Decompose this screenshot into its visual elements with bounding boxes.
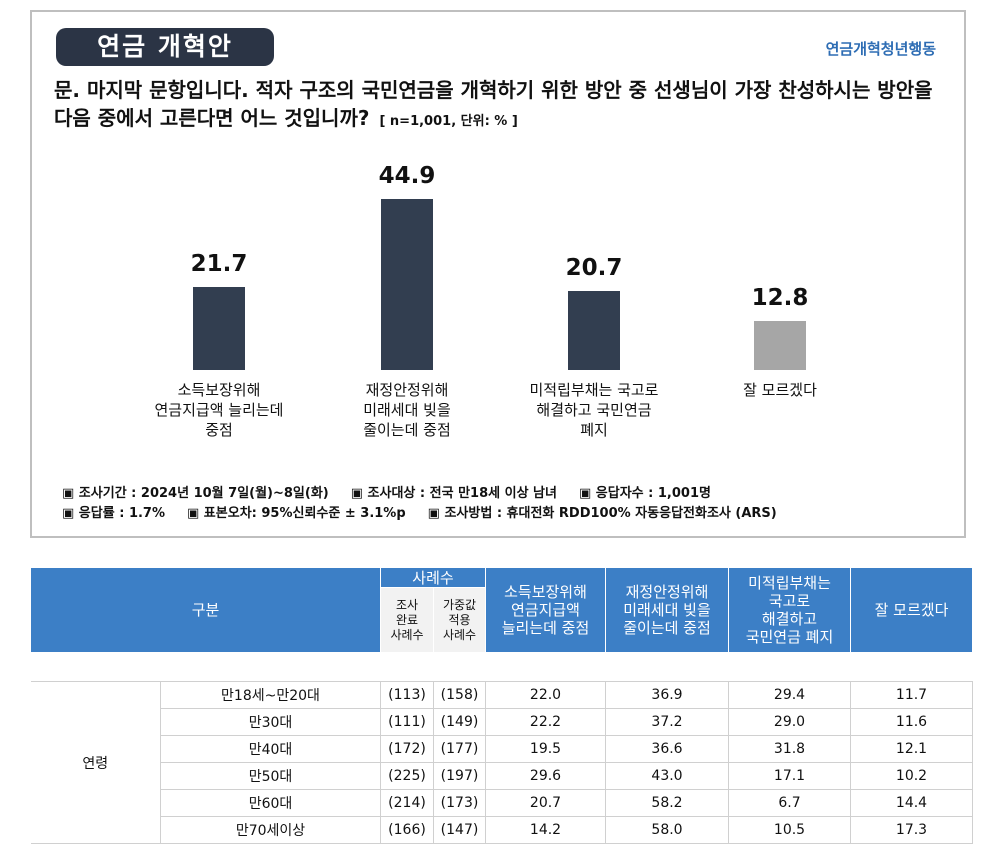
cell-value: 36.6: [605, 735, 729, 763]
done-cases: (111): [380, 708, 434, 736]
cell-value: 14.2: [485, 816, 606, 844]
header-col-1: 소득보장위해 연금지급액 늘리는데 중점: [485, 567, 606, 653]
done-cases: (214): [380, 789, 434, 817]
done-cases: (225): [380, 762, 434, 790]
page-title: 연금 개혁안: [56, 28, 274, 66]
weighted-cases: (177): [433, 735, 486, 763]
cell-value: 11.7: [850, 681, 973, 709]
cell-value: 58.0: [605, 816, 729, 844]
row-label: 만60대: [160, 789, 381, 817]
done-cases: (172): [380, 735, 434, 763]
note-method: ▣ 조사방법 : 휴대전화 RDD100% 자동응답전화조사 (ARS): [427, 506, 777, 521]
bar: [381, 198, 433, 370]
data-label: 44.9: [378, 162, 436, 189]
cell-value: 29.6: [485, 762, 606, 790]
header-done-cases: 조사 완료 사례수: [380, 587, 434, 653]
cell-value: 6.7: [728, 789, 851, 817]
header-cases: 사례수: [380, 567, 486, 588]
cell-value: 12.1: [850, 735, 973, 763]
weighted-cases: (147): [433, 816, 486, 844]
section-label: 연령: [30, 681, 161, 844]
cell-value: 17.1: [728, 762, 851, 790]
note-period: ▣ 조사기간 : 2024년 10월 7일(월)~8일(화): [62, 486, 329, 501]
cell-value: 11.6: [850, 708, 973, 736]
cell-value: 36.9: [605, 681, 729, 709]
bar-chart: 21.7 소득보장위해 연금지급액 늘리는데 중점 44.9 재정안정위해 미래세대 …: [32, 12, 968, 540]
cell-value: 22.0: [485, 681, 606, 709]
note-response-rate: ▣ 응답률 : 1.7%: [62, 506, 165, 521]
cell-value: 29.4: [728, 681, 851, 709]
question-text: 문. 마지막 문항입니다. 적자 구조의 국민연금을 개혁하기 위한 방안 중 …: [54, 76, 954, 136]
category-label: 소득보장위해 연금지급액 늘리는데 중점: [154, 381, 284, 439]
row-label: 만18세~만20대: [160, 681, 381, 709]
weighted-cases: (149): [433, 708, 486, 736]
row-label: 만40대: [160, 735, 381, 763]
done-cases: (166): [380, 816, 434, 844]
chart-panel: 연금 개혁안 연금개혁청년행동 문. 마지막 문항입니다. 적자 구조의 국민연…: [30, 10, 966, 538]
weighted-cases: (197): [433, 762, 486, 790]
cell-value: 10.2: [850, 762, 973, 790]
header-col-3: 미적립부채는 국고로 해결하고 국민연금 폐지: [728, 567, 851, 653]
weighted-cases: (173): [433, 789, 486, 817]
cell-value: 17.3: [850, 816, 973, 844]
cell-value: 20.7: [485, 789, 606, 817]
table-row: 만30대 (111) (149) 22.2 37.2 29.0 11.6: [31, 708, 973, 736]
table-row: 만60대 (214) (173) 20.7 58.2 6.7 14.4: [31, 789, 973, 817]
note-error: ▣ 표본오차: 95%신뢰수준 ± 3.1%p: [187, 506, 406, 521]
question: 문. 마지막 문항입니다. 적자 구조의 국민연금을 개혁하기 위한 방안 중 …: [54, 78, 933, 130]
cell-value: 43.0: [605, 762, 729, 790]
table-row: 만70세이상 (166) (147) 14.2 58.0 10.5 17.3: [31, 816, 973, 844]
cell-value: 58.2: [605, 789, 729, 817]
crosstab-table: 구분 사례수 소득보장위해 연금지급액 늘리는데 중점 재정안정위해 미래세대 …: [30, 567, 973, 844]
data-label: 21.7: [190, 251, 248, 278]
header-col-4: 잘 모르겠다: [850, 567, 973, 653]
cell-value: 31.8: [728, 735, 851, 763]
data-label: 20.7: [565, 255, 623, 282]
bar: [193, 287, 245, 370]
cell-value: 14.4: [850, 789, 973, 817]
row-label: 만30대: [160, 708, 381, 736]
cell-value: 19.5: [485, 735, 606, 763]
cell-value: 37.2: [605, 708, 729, 736]
row-label: 만70세이상: [160, 816, 381, 844]
organization-name: 연금개혁청년행동: [825, 40, 936, 58]
table-row: 만50대 (225) (197) 29.6 43.0 17.1 10.2: [31, 762, 973, 790]
bar: [568, 291, 620, 370]
cell-value: 29.0: [728, 708, 851, 736]
survey-notes: ▣ 조사기간 : 2024년 10월 7일(월)~8일(화) ▣ 조사대상 : 전…: [62, 484, 799, 524]
row-label: 만50대: [160, 762, 381, 790]
table-row: 만40대 (172) (177) 19.5 36.6 31.8 12.1: [31, 735, 973, 763]
table-row: 연령 만18세~만20대 (113) (158) 22.0 36.9 29.4 11.7: [30, 681, 973, 844]
category-label: 잘 모르겠다: [743, 381, 817, 399]
bar: [754, 321, 806, 370]
header-col-2: 재정안정위해 미래세대 빚을 줄이는데 중점: [605, 567, 729, 653]
weighted-cases: (158): [433, 681, 486, 709]
header-group: 구분: [30, 567, 381, 653]
category-label: 미적립부채는 국고로 해결하고 국민연금 폐지: [529, 381, 659, 439]
done-cases: (113): [380, 681, 434, 709]
data-label: 12.8: [751, 285, 809, 312]
category-label: 재정안정위해 미래세대 빚을 줄이는데 중점: [363, 381, 451, 439]
cell-value: 10.5: [728, 816, 851, 844]
note-target: ▣ 조사대상 : 전국 만18세 이상 남녀: [350, 486, 557, 501]
note-respondents: ▣ 응답자수 : 1,001명: [578, 486, 711, 501]
sample-note: [ n=1,001, 단위: % ]: [379, 114, 518, 129]
header-weighted-cases: 가중값 적용 사례수: [433, 587, 486, 653]
cell-value: 22.2: [485, 708, 606, 736]
